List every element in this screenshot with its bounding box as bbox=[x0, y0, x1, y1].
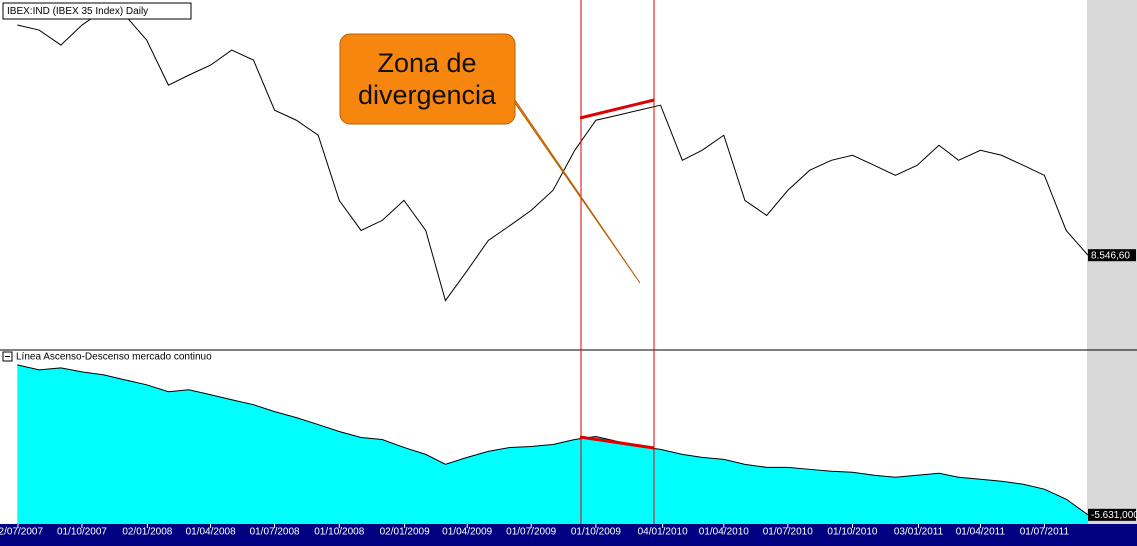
price-line bbox=[17, 9, 1089, 302]
title-box bbox=[2, 2, 192, 20]
callout-box bbox=[339, 33, 516, 125]
date-axis bbox=[0, 524, 1137, 546]
callout-text: Zona de divergencia bbox=[357, 48, 497, 110]
area-edge bbox=[17, 364, 1089, 516]
plot: 8.546,60 -5.631,0000 bbox=[17, 9, 1137, 524]
chart-title: IBEX:IND (IBEX 35 Index) Daily bbox=[7, 6, 148, 17]
x-tick-label: 01/04/2008 bbox=[186, 527, 236, 538]
last-value-label: -5.631,0000 bbox=[1091, 510, 1137, 521]
x-tick-label: 04/01/2010 bbox=[638, 527, 688, 538]
x-tick-label: 01/10/2009 bbox=[571, 527, 621, 538]
area bbox=[17, 364, 1088, 524]
x-tick-label: 01/07/2009 bbox=[506, 527, 556, 538]
x-tick-label: 01/04/2010 bbox=[699, 527, 749, 538]
last-value-tag bbox=[1088, 249, 1136, 262]
x-tick-label: 01/10/2007 bbox=[57, 527, 107, 538]
x-tick-label: 01/07/2008 bbox=[250, 527, 300, 538]
x-tick-label: 03/01/2011 bbox=[894, 527, 944, 538]
divergence-line bbox=[579, 98, 655, 120]
x-tick-label: 01/07/2010 bbox=[763, 527, 813, 538]
x-tick-label: 02/01/2008 bbox=[122, 527, 172, 538]
last-value-tag bbox=[1088, 508, 1136, 521]
x-tick-label: 02/01/2009 bbox=[380, 527, 430, 538]
panel-title: Línea Ascenso-Descenso mercado continuo bbox=[16, 352, 212, 363]
x-tick-label: 01/10/2010 bbox=[827, 527, 877, 538]
divergence-line bbox=[579, 435, 655, 450]
x-tick-label: 01/10/2008 bbox=[314, 527, 364, 538]
x-tick-label: 01/04/2009 bbox=[442, 527, 492, 538]
x-tick-label: 01/04/2011 bbox=[956, 527, 1006, 538]
last-value-label: 8.546,60 bbox=[1091, 250, 1130, 261]
x-tick-label: 02/07/2007 bbox=[0, 527, 43, 538]
price-scale bbox=[1087, 0, 1137, 524]
x-tick-label: 01/07/2011 bbox=[1020, 527, 1070, 538]
